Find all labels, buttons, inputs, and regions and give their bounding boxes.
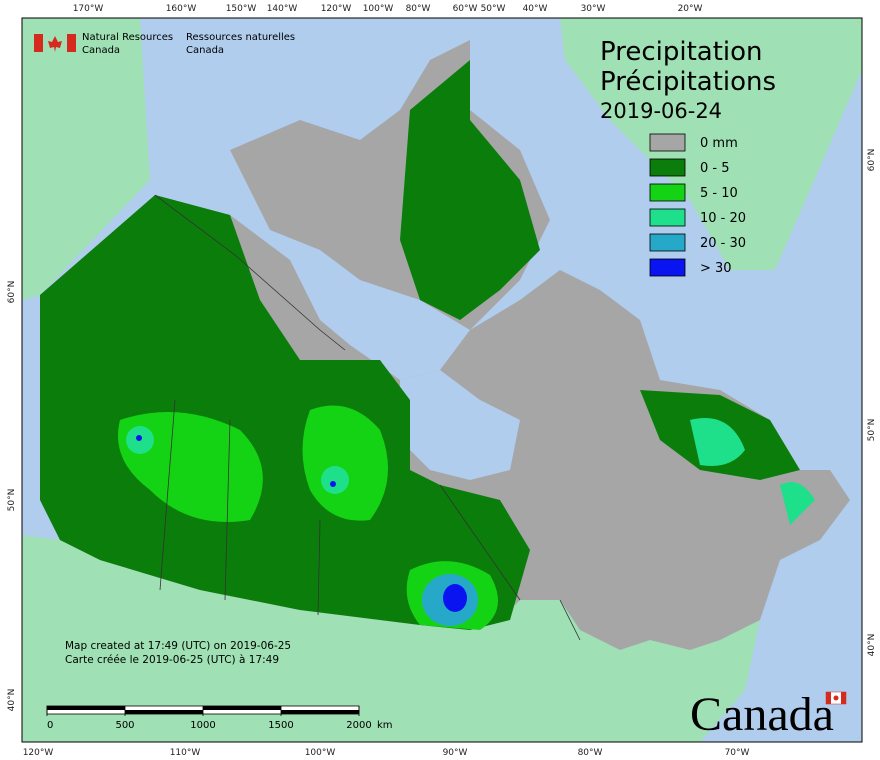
longitude-label: 170°W [73, 4, 104, 14]
precip-10-20-central [321, 466, 349, 494]
latitude-label: 60°N [7, 281, 17, 304]
latitude-label: 40°N [7, 689, 17, 712]
longitude-label: 70°W [725, 748, 750, 758]
legend-swatch [649, 233, 686, 252]
longitude-label: 90°W [443, 748, 468, 758]
longitude-label: 50°W [481, 4, 506, 14]
longitude-label: 100°W [363, 4, 394, 14]
wordmark: Canada [690, 688, 834, 741]
latitude-label: 50°N [867, 419, 877, 442]
legend-label: > 30 [700, 261, 732, 276]
precip-0-5-arctic [400, 60, 540, 320]
legend-swatch [649, 158, 686, 177]
legend-swatch [649, 183, 686, 202]
longitude-label: 30°W [581, 4, 606, 14]
legend-label: 10 - 20 [700, 211, 746, 226]
scale-bar: 0 500 1000 1500 2000 km [46, 705, 393, 731]
legend-swatch [649, 258, 686, 277]
title-fr: Précipitations [600, 67, 776, 97]
scale-segment [47, 706, 125, 710]
scale-segment [203, 706, 281, 710]
legend-swatch [649, 208, 686, 227]
longitude-label: 150°W [226, 4, 257, 14]
scale-unit: km [377, 720, 393, 731]
territorial-border [154, 194, 346, 351]
agency-en: Natural Resources [82, 32, 173, 43]
scale-label: 1500 [268, 720, 293, 731]
longitude-label: 20°W [678, 4, 703, 14]
precip-10-20-labrador [690, 418, 745, 466]
longitude-label: 80°W [406, 4, 431, 14]
precip-5-10-central [302, 405, 388, 521]
latitude-label: 60°N [867, 149, 877, 172]
scale-label: 0 [47, 720, 53, 731]
map-area [21, 17, 863, 743]
agency-fr: Ressources naturelles [186, 32, 295, 43]
legend-label: 20 - 30 [700, 236, 746, 251]
note: Map created at 17:49 (UTC) on 2019-06-25 [65, 640, 291, 652]
note: Carte créée le 2019-06-25 (UTC) à 17:49 [65, 654, 279, 666]
hudson-bay [400, 370, 520, 480]
longitude-label: 120°W [321, 4, 352, 14]
united-states [22, 535, 760, 742]
scale-label: 500 [115, 720, 134, 731]
alaska [22, 18, 150, 300]
maple-leaf [48, 36, 62, 52]
precip-10-20-newfoundland [780, 482, 815, 525]
legend-swatch [649, 133, 686, 152]
longitude-label: 110°W [170, 748, 201, 758]
latitude-label: 40°N [867, 634, 877, 657]
graticule-labels: 170°W 160°W 150°W 140°W 120°W 100°W 80°W 60°W 50… [7, 4, 877, 758]
longitude-label: 120°W [23, 748, 54, 758]
flag-bar-right [67, 34, 76, 52]
legend-label: 0 - 5 [700, 161, 730, 176]
longitude-label: 160°W [166, 4, 197, 14]
longitude-label: 60°W [453, 4, 478, 14]
legend-label: 5 - 10 [700, 186, 738, 201]
agency-fr: Canada [186, 45, 224, 56]
precip-0-5-west [40, 195, 530, 630]
scale-segment [281, 710, 359, 714]
canada-wordmark: Canada [690, 688, 847, 741]
wordmark-flag-bar [826, 692, 831, 704]
scale-label: 1000 [190, 720, 215, 731]
greenland [560, 18, 862, 270]
flag-bar-left [34, 34, 43, 52]
longitude-label: 140°W [267, 4, 298, 14]
longitude-label: 40°W [523, 4, 548, 14]
longitude-label: 100°W [305, 748, 336, 758]
longitude-label: 80°W [578, 748, 603, 758]
scale-segment [125, 710, 203, 714]
precip-5-10-prairies [118, 412, 263, 522]
precip-over-30-central [330, 481, 336, 487]
agency-en: Canada [82, 45, 120, 56]
precip-over-30-ontario [443, 584, 467, 612]
map-frame [21, 17, 863, 743]
precip-over-30-west [136, 435, 142, 441]
wordmark-flag-leaf [833, 695, 839, 701]
wordmark-flag-bar [841, 692, 846, 704]
scale-label: 2000 [346, 720, 371, 731]
nrcan-signature: Natural Resources Canada Ressources natu… [34, 32, 295, 56]
map-date: 2019-06-24 [600, 99, 722, 123]
title-en: Precipitation [600, 37, 763, 67]
provincial-borders [159, 399, 581, 641]
legend: 0 mm 0 - 5 5 - 10 10 - 20 20 - 30 > 30 [649, 133, 746, 277]
legend-label: 0 mm [700, 136, 738, 151]
latitude-label: 50°N [7, 489, 17, 512]
